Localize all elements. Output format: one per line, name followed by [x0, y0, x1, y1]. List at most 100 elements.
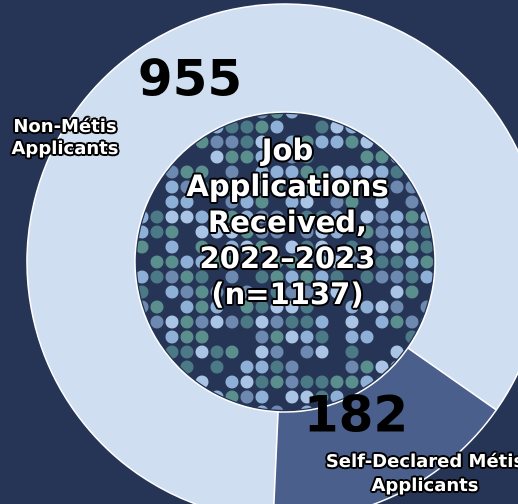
dot: [390, 180, 404, 194]
dot: [300, 195, 314, 209]
dot: [285, 114, 299, 119]
dot: [375, 360, 389, 374]
dot: [255, 180, 269, 194]
dot: [180, 195, 194, 209]
dot: [180, 300, 194, 314]
dot: [210, 135, 224, 149]
dot: [345, 240, 359, 254]
dot: [405, 315, 419, 329]
dot: [360, 330, 374, 344]
dot: [255, 345, 269, 359]
dot: [330, 270, 344, 284]
dot: [270, 405, 284, 410]
dot: [300, 375, 314, 389]
dot: [270, 300, 284, 314]
dot: [315, 180, 329, 194]
dot: [150, 225, 164, 239]
dot: [345, 180, 359, 194]
dot: [240, 135, 254, 149]
dot: [180, 180, 194, 194]
dot: [195, 240, 209, 254]
dot: [285, 300, 299, 314]
dot: [225, 180, 239, 194]
dot: [420, 255, 433, 269]
dot: [375, 180, 389, 194]
dot: [195, 330, 209, 344]
dot: [165, 330, 179, 344]
dot: [195, 165, 209, 179]
dot: [300, 165, 314, 179]
dot: [180, 345, 194, 359]
dot: [285, 195, 299, 209]
dot: [255, 390, 269, 404]
dot: [225, 270, 239, 284]
dot: [180, 330, 194, 344]
slice: [26, 3, 518, 504]
dot: [330, 195, 344, 209]
dot: [255, 195, 269, 209]
dot: [195, 315, 209, 329]
dot: [300, 390, 314, 404]
dot: [255, 300, 269, 314]
dot: [285, 135, 299, 149]
dot: [300, 150, 314, 164]
dot: [210, 360, 224, 374]
dot: [255, 315, 269, 329]
dot: [165, 315, 179, 329]
dot: [270, 225, 284, 239]
dot: [375, 210, 389, 224]
dot: [345, 135, 359, 149]
dot: [270, 375, 284, 389]
dot: [375, 255, 389, 269]
dot: [345, 195, 359, 209]
slice: [273, 346, 498, 504]
value-label: 182: [304, 386, 408, 444]
dot-pattern: [137, 114, 433, 410]
dot: [315, 255, 329, 269]
dot: [285, 240, 299, 254]
dot: [270, 120, 284, 134]
value-label: 955: [138, 50, 242, 108]
dot: [285, 330, 299, 344]
dot: [285, 390, 299, 404]
dot: [240, 360, 254, 374]
category-label: Non-Métis Applicants: [11, 116, 119, 159]
dot: [195, 180, 209, 194]
dot: [225, 315, 239, 329]
dot: [137, 270, 149, 284]
dot: [270, 285, 284, 299]
dot: [165, 195, 179, 209]
dot: [345, 165, 359, 179]
dot: [240, 300, 254, 314]
dot: [180, 285, 194, 299]
dot: [240, 390, 254, 404]
dot: [300, 135, 314, 149]
dot: [285, 375, 299, 389]
dot: [360, 210, 374, 224]
dot: [390, 240, 404, 254]
dot: [270, 360, 284, 374]
dot: [390, 270, 404, 284]
dot: [225, 135, 239, 149]
dot: [195, 345, 209, 359]
dot: [330, 225, 344, 239]
dot: [240, 240, 254, 254]
dot: [360, 150, 374, 164]
dot: [390, 255, 404, 269]
dot: [165, 270, 179, 284]
dot: [255, 240, 269, 254]
dot: [285, 165, 299, 179]
dot: [375, 225, 389, 239]
dot: [315, 285, 329, 299]
dot: [225, 225, 239, 239]
dot: [330, 255, 344, 269]
dot: [390, 210, 404, 224]
chart-title: Job Applications Received, 2022–2023 (n=…: [186, 133, 389, 311]
dot: [165, 210, 179, 224]
dot: [375, 165, 389, 179]
dot: [285, 285, 299, 299]
dot: [165, 180, 179, 194]
dot: [195, 225, 209, 239]
dot: [360, 360, 374, 374]
dot: [375, 150, 389, 164]
